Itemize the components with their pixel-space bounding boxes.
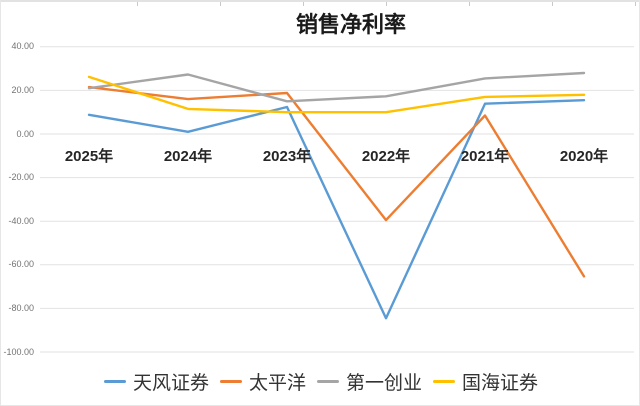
legend-swatch-icon [433,379,456,383]
y-axis-tick-label: -60.00 [8,259,34,270]
y-axis-tick-label: -20.00 [8,172,34,183]
y-axis-tick-label: -80.00 [8,302,34,313]
series-line-sealand-securities[interactable] [87,75,586,114]
spreadsheet-grid-remnant [1,0,639,6]
legend-label: 第一创业 [346,371,423,394]
legend-item-sealand-securities[interactable]: 国海证券 [433,368,538,395]
y-axis-tick-label: -40.00 [8,215,34,226]
legend-swatch-icon [103,379,126,383]
x-axis-category-label: 2022年 [361,148,411,165]
y-axis-tick-label: 40.00 [11,41,34,52]
legend-item-first-capital[interactable]: 第一创业 [317,368,422,395]
legend-item-tianfeng-securities[interactable]: 天风证券 [103,368,209,395]
legend-label: 国海证券 [462,371,539,394]
y-axis-tick-label: -100.00 [3,346,34,357]
legend-item-pacific-securities[interactable]: 太平洋 [219,368,306,395]
y-axis-tick-label: 0.00 [16,128,34,139]
legend: 天风证券 太平洋 第一创业 国海证券 [1,366,639,396]
series-line-tianfeng-securities[interactable] [87,98,586,320]
legend-swatch-icon [317,379,339,383]
legend-label: 天风证券 [132,371,209,394]
y-axis-tick-label: 20.00 [11,84,34,95]
x-axis-category-label: 2025年 [64,148,114,165]
legend-label: 太平洋 [248,371,306,394]
series-line-first-capital[interactable] [87,71,586,103]
x-axis-category-label: 2023年 [262,148,312,165]
x-axis-category-label: 2021年 [460,148,510,165]
chart-title: 销售净利率 [295,12,407,38]
series-line-pacific-securities[interactable] [87,85,586,278]
legend-swatch-icon [219,379,242,383]
x-axis-category-label: 2024年 [163,148,213,165]
x-axis-category-label: 2020年 [559,148,609,165]
